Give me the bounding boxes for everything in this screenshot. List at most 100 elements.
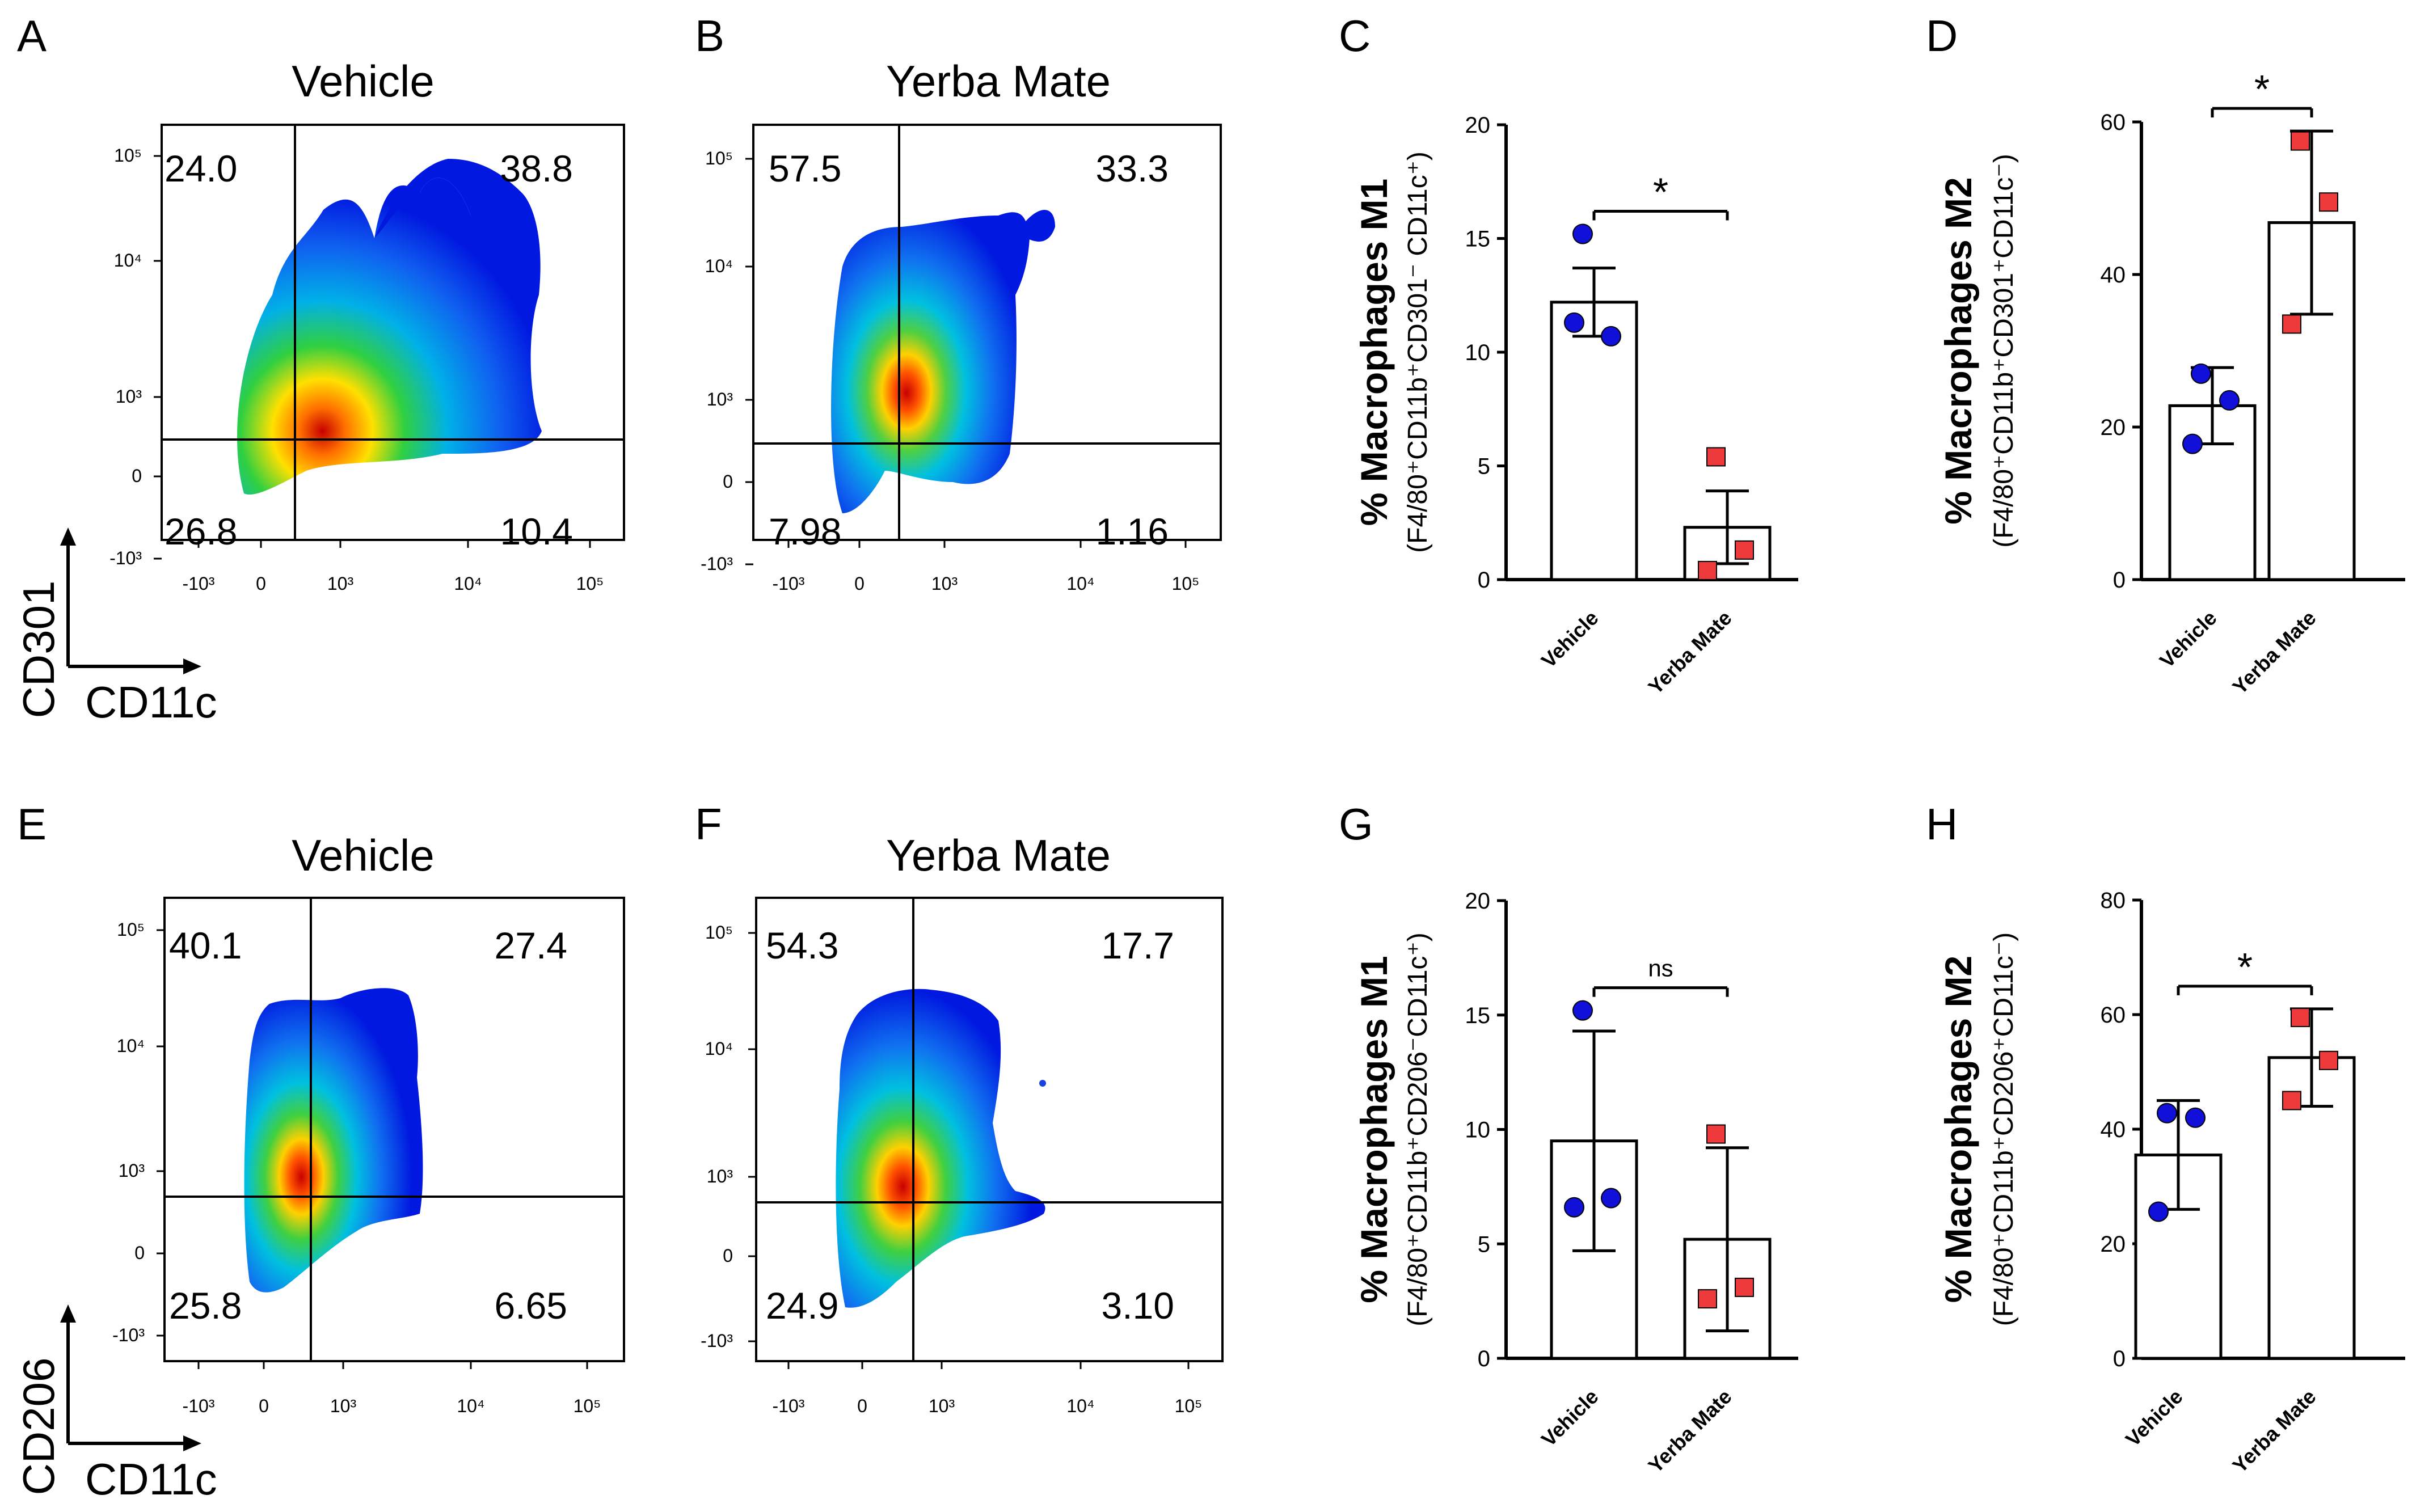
y-tick-label: -10³	[109, 548, 142, 568]
panel-letter: A	[17, 11, 47, 61]
flow-y-axis-label: CD301	[14, 581, 64, 719]
y-tick-label: 60	[2101, 110, 2126, 135]
x-tick-label: 0	[857, 1396, 867, 1416]
category-label: Yerba Mate	[2228, 1385, 2320, 1477]
x-tick-label: 10⁴	[1066, 1396, 1094, 1416]
y-tick-label: 0	[723, 1245, 733, 1266]
y-tick-label: 0	[132, 466, 142, 486]
y-tick-label: 0	[2113, 568, 2126, 593]
panel-letter: D	[1926, 11, 1958, 61]
panel-title: Yerba Mate	[886, 56, 1111, 106]
y-tick-label: 10³	[116, 386, 142, 407]
panel-b-frame	[752, 124, 1222, 541]
data-point-yerba-mate	[2319, 1050, 2338, 1070]
panel-letter: E	[17, 799, 47, 849]
y-tick-label: 10⁴	[114, 250, 142, 271]
quadrant-value-bottom-right: 10.4	[500, 510, 573, 552]
data-point-vehicle	[2191, 363, 2211, 384]
y-tick-label: 5	[1478, 454, 1490, 479]
x-tick-label: 10⁴	[1066, 573, 1094, 594]
y-tick-label: 20	[1465, 113, 1491, 138]
y-tick-label: 0	[134, 1243, 145, 1263]
panel-letter: C	[1339, 11, 1371, 61]
quadrant-value-top-right: 17.7	[1102, 924, 1174, 966]
y-axis-subtitle: (F4/80⁺CD11b⁺CD301⁺CD11c⁻)	[1989, 154, 2019, 547]
data-point-yerba-mate	[2282, 314, 2301, 334]
data-point-vehicle	[1601, 1188, 1621, 1209]
data-point-yerba-mate	[1735, 540, 1754, 560]
quadrant-value-top-left: 24.0	[165, 147, 237, 189]
y-tick-label: -10³	[701, 1331, 733, 1351]
y-tick-label: 10⁴	[117, 1036, 145, 1056]
flow-x-axis-label: CD11c	[85, 677, 217, 727]
y-tick-label: 10⁴	[705, 256, 733, 276]
significance-label: *	[2254, 67, 2270, 111]
data-point-vehicle	[1564, 1197, 1584, 1218]
x-tick-label: 10⁵	[1175, 1396, 1203, 1416]
panel-a-frame	[161, 124, 625, 541]
flow-y-axis-label: CD206	[14, 1358, 64, 1496]
y-tick-label: 10	[1465, 340, 1491, 365]
significance-label: ns	[1648, 955, 1673, 982]
x-tick-label: 0	[256, 573, 266, 594]
quadrant-value-bottom-left: 7.98	[769, 510, 841, 552]
flow-panel-e: E Vehicle 40.1 27.4 25.8 6.65 10⁵ 10⁴ 10³ 0 -10³ -1…	[14, 799, 601, 1504]
y-tick-label: 5	[1478, 1232, 1490, 1257]
arrowhead-right-bottom	[183, 1435, 201, 1451]
category-label: Vehicle	[1537, 1385, 1603, 1451]
y-tick-label: -10³	[112, 1325, 145, 1345]
panel-e-frame	[163, 897, 625, 1362]
y-tick-label: 10⁵	[117, 919, 145, 940]
category-label: Vehicle	[2121, 1385, 2187, 1451]
panel-a-density	[237, 159, 542, 495]
quadrant-value-bottom-left: 25.8	[169, 1285, 242, 1327]
arrowhead-up-top	[60, 527, 76, 546]
category-label: Yerba Mate	[1643, 1385, 1736, 1477]
category-label: Yerba Mate	[2228, 606, 2320, 699]
panel-e-density	[244, 988, 423, 1293]
bar-panel-h: H 0 20 40 60 80 % Macrophages M2 (F4/80⁺CD11b⁺C…	[1926, 799, 2405, 1477]
y-tick-label: 15	[1465, 227, 1491, 252]
data-point-yerba-mate	[2291, 131, 2310, 151]
y-tick-label: 10⁵	[705, 148, 733, 168]
panel-letter: F	[695, 799, 722, 849]
panel-title: Vehicle	[292, 56, 435, 106]
data-point-yerba-mate	[1698, 560, 1717, 580]
axis-arrows-top	[66, 536, 193, 668]
quadrant-value-bottom-right: 3.10	[1102, 1285, 1174, 1327]
data-point-vehicle	[2219, 390, 2240, 411]
x-tick-label: 10⁵	[576, 573, 604, 594]
quadrant-value-top-right: 38.8	[500, 147, 573, 189]
y-tick-label: 20	[1465, 889, 1491, 914]
data-point-yerba-mate	[1735, 1277, 1754, 1297]
x-tick-label: 10⁵	[1172, 573, 1200, 594]
y-tick-label: 10³	[119, 1160, 145, 1181]
y-axis-title: % Macrophages M1	[1353, 179, 1395, 526]
data-point-vehicle	[1572, 223, 1593, 244]
x-tick-label: -10³	[183, 1396, 215, 1416]
significance-label: *	[2237, 945, 2253, 989]
bar-panel-c: C 0 5 10 15 20 % Macrophages M1 (F4/80⁺CD11b⁺CD…	[1339, 11, 1798, 699]
data-point-vehicle	[1601, 326, 1621, 347]
panel-letter: G	[1339, 799, 1373, 849]
y-tick-label: 10³	[707, 1166, 733, 1186]
quadrant-value-top-right: 33.3	[1096, 147, 1169, 189]
data-point-yerba-mate	[2319, 192, 2338, 212]
quadrant-value-top-left: 40.1	[169, 924, 242, 966]
y-tick-label: 40	[2101, 263, 2126, 288]
x-tick-label: 0	[854, 573, 865, 594]
quadrant-value-top-left: 54.3	[766, 924, 838, 966]
y-tick-label: 0	[1478, 1346, 1490, 1371]
x-tick-label: -10³	[183, 573, 215, 594]
y-tick-label: 20	[2101, 415, 2126, 440]
panel-letter: H	[1926, 799, 1958, 849]
quadrant-value-bottom-right: 6.65	[495, 1285, 567, 1327]
y-tick-label: -10³	[701, 554, 733, 574]
axis-arrows-bottom	[66, 1313, 193, 1445]
data-point-yerba-mate	[1706, 1124, 1726, 1144]
x-tick-label: 10³	[931, 573, 958, 594]
data-point-vehicle	[2157, 1103, 2177, 1124]
data-point-yerba-mate	[1706, 447, 1726, 467]
